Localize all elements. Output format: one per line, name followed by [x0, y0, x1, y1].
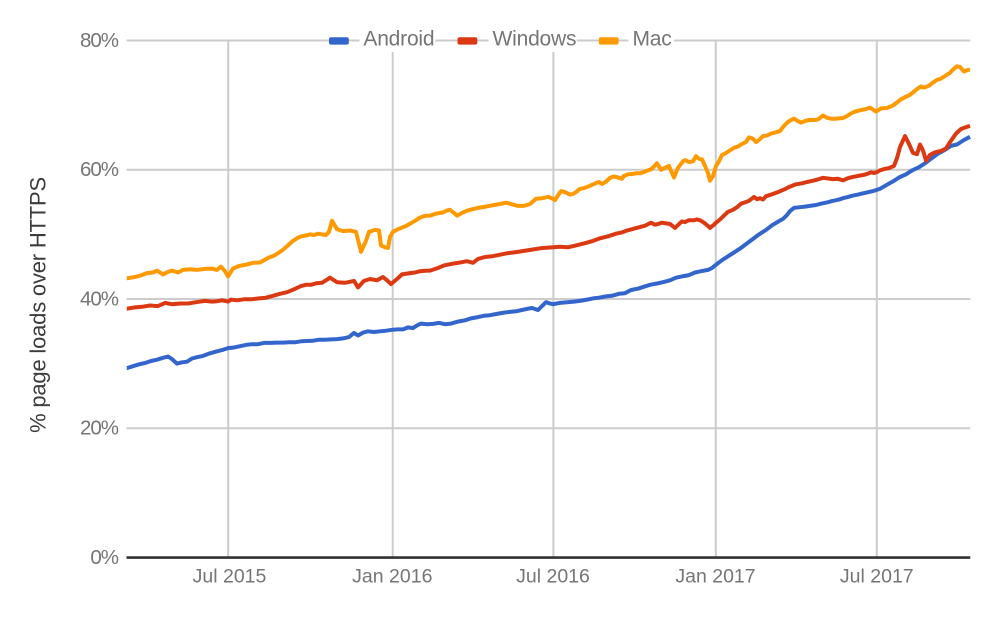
- svg-text:20%: 20%: [80, 417, 119, 440]
- svg-text:Android: Android: [363, 27, 434, 50]
- svg-text:60%: 60%: [80, 158, 119, 181]
- svg-text:80%: 80%: [80, 29, 119, 52]
- svg-text:Jan 2017: Jan 2017: [675, 566, 755, 588]
- svg-text:40%: 40%: [80, 287, 119, 310]
- svg-text:Mac: Mac: [633, 27, 672, 50]
- svg-text:0%: 0%: [90, 546, 118, 569]
- svg-text:Jul 2016: Jul 2016: [516, 566, 590, 588]
- svg-text:% page loads over HTTPS: % page loads over HTTPS: [26, 177, 51, 433]
- svg-text:Jan 2016: Jan 2016: [352, 566, 432, 588]
- svg-text:Windows: Windows: [493, 27, 577, 50]
- svg-text:Jul 2017: Jul 2017: [840, 566, 914, 588]
- svg-text:Jul 2015: Jul 2015: [193, 566, 267, 588]
